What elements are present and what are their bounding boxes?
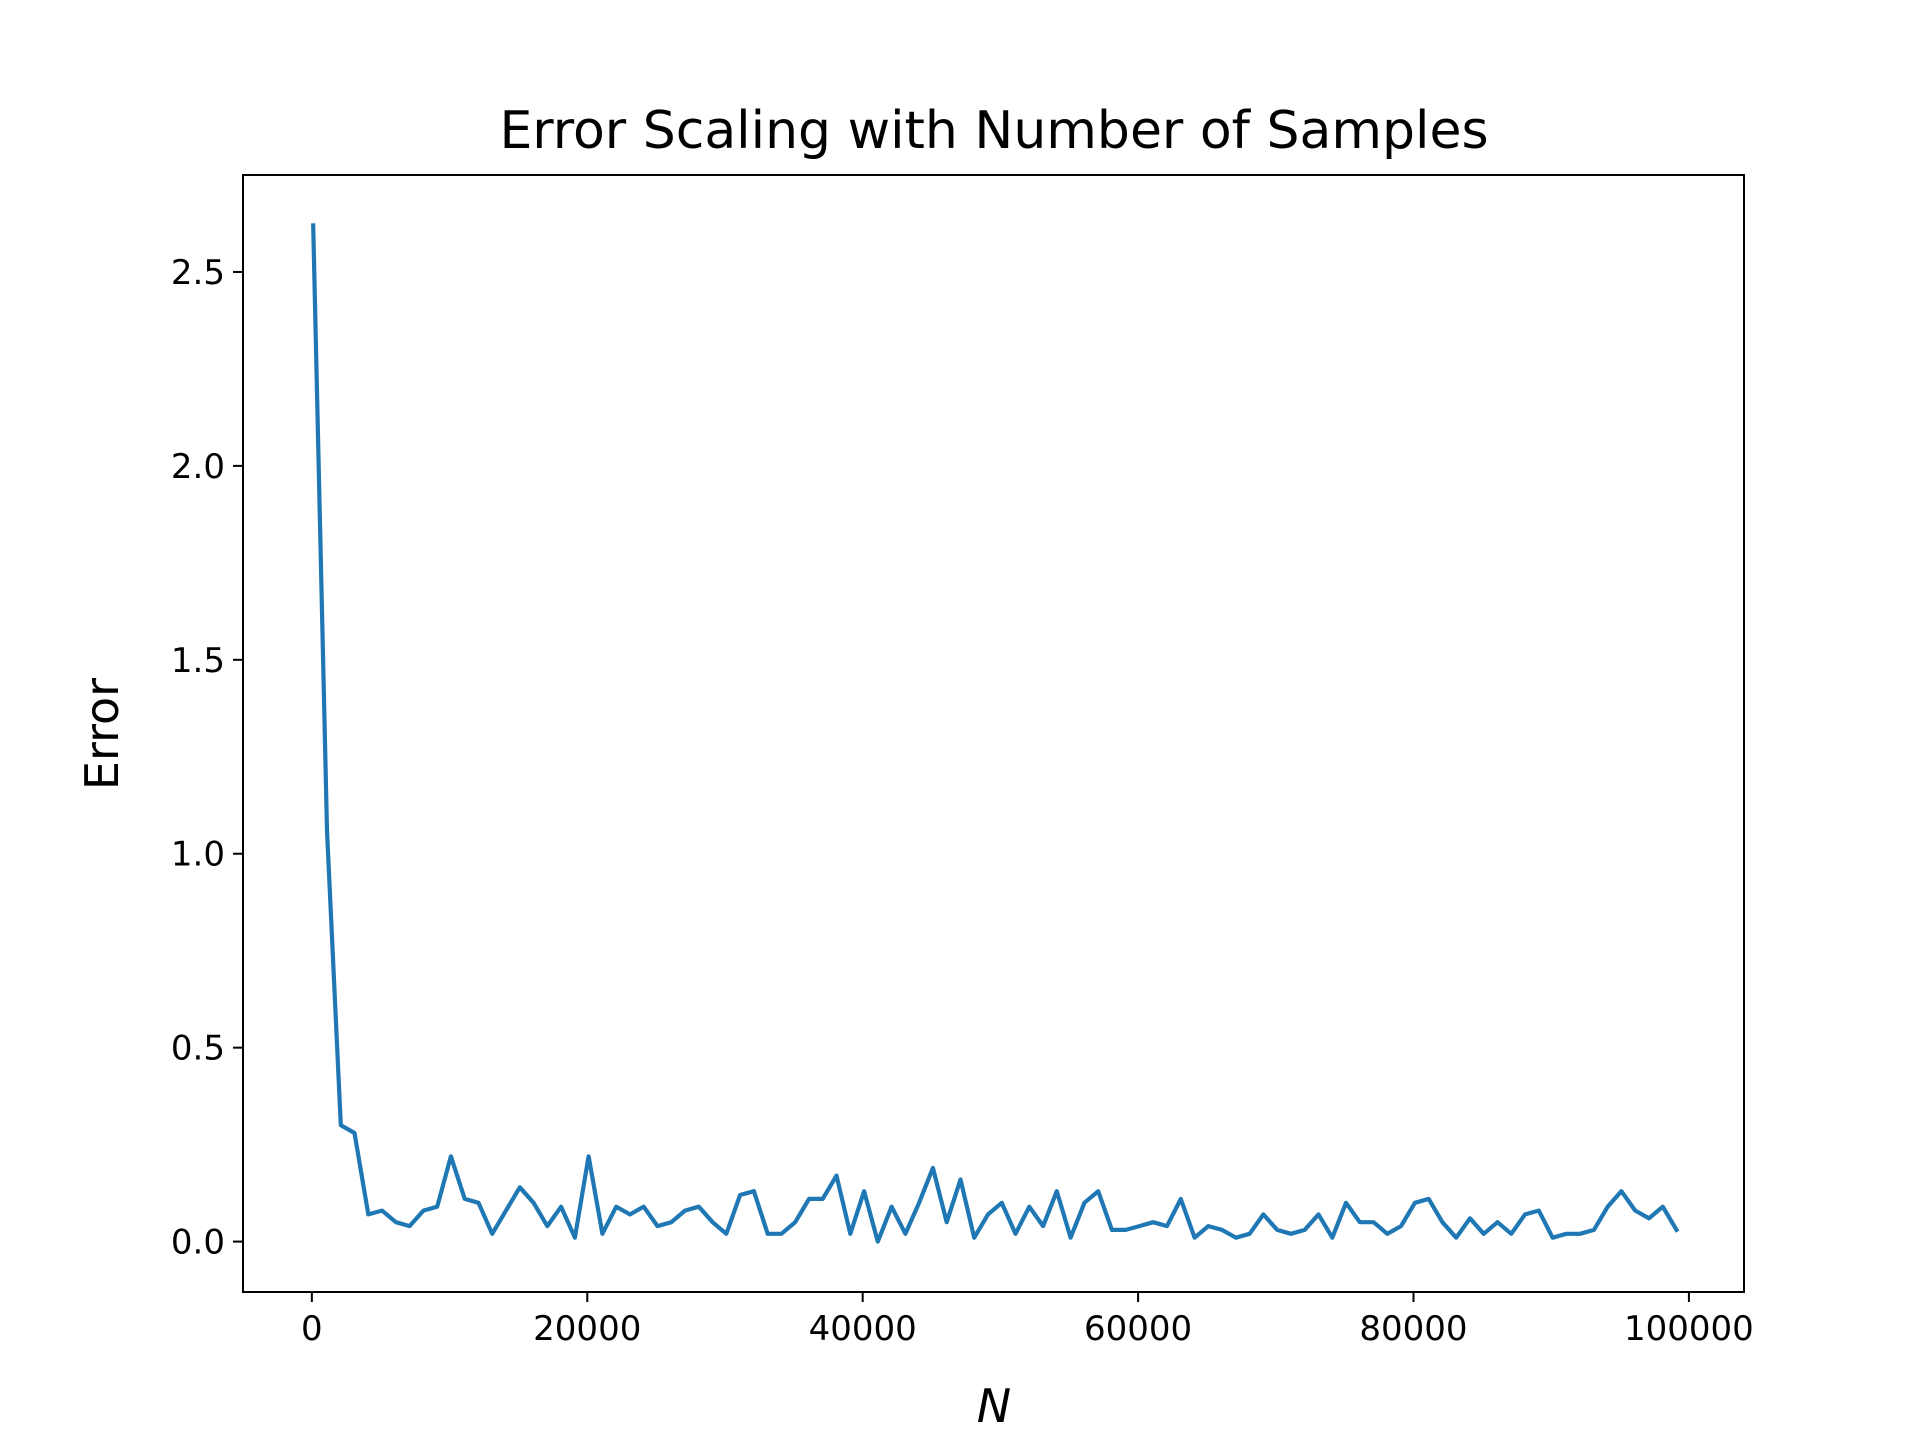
y-tick-label: 2.0 — [171, 447, 225, 487]
y-tick-label: 0.0 — [171, 1223, 225, 1263]
y-axis-label: Error — [75, 678, 129, 790]
y-tick-label: 1.0 — [171, 835, 225, 875]
x-tick-label: 40000 — [809, 1309, 917, 1349]
x-tick-label: 60000 — [1084, 1309, 1192, 1349]
x-tick-label: 100000 — [1624, 1309, 1754, 1349]
y-tick-label: 1.5 — [171, 641, 225, 681]
x-tick-label: 0 — [301, 1309, 323, 1349]
y-tick-label: 2.5 — [171, 253, 225, 293]
error-series-line — [311, 223, 1680, 1244]
x-tick-label: 20000 — [533, 1309, 641, 1349]
y-axis: 0.0 0.5 1.0 1.5 2.0 2.5 — [171, 253, 243, 1263]
y-tick-label: 0.5 — [171, 1029, 225, 1069]
x-axis-label: N — [977, 1379, 1011, 1433]
x-tick-label: 80000 — [1359, 1309, 1467, 1349]
plot-area — [311, 223, 1680, 1244]
plot-frame — [242, 174, 1745, 1293]
chart-title: Error Scaling with Number of Samples — [499, 101, 1488, 161]
x-axis: 0 20000 40000 60000 80000 100000 — [301, 1292, 1754, 1349]
